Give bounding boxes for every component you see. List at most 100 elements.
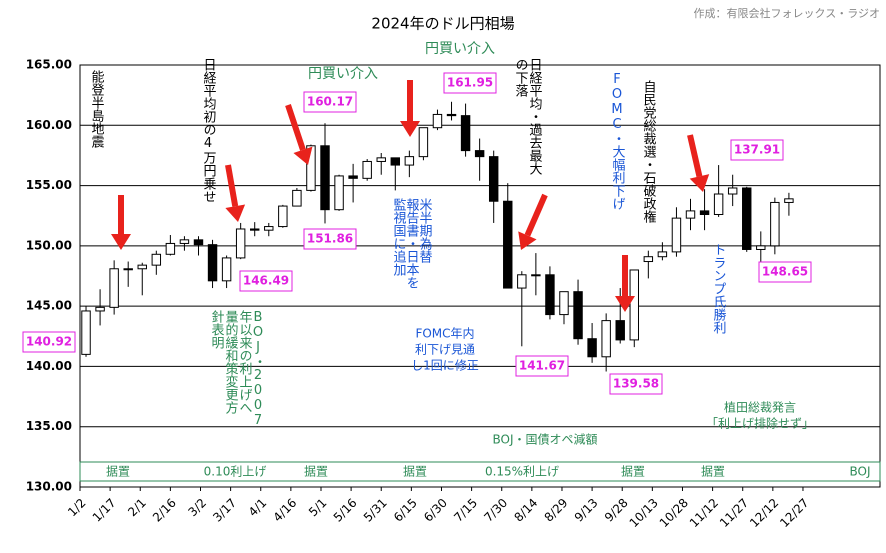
candle-body <box>123 268 133 271</box>
price-label-box <box>758 261 812 283</box>
annotation: 円買い介入 <box>308 66 378 82</box>
price-label: 151.86 <box>307 232 353 246</box>
price-label: 141.67 <box>519 359 565 373</box>
annotation: 植田総裁発言 <box>724 400 796 415</box>
candle-body <box>278 205 288 228</box>
boj-band-label: 据置 <box>403 465 427 479</box>
candle-body <box>390 157 401 166</box>
boj-band <box>79 461 881 482</box>
price-label: 140.92 <box>26 335 72 349</box>
x-tick-label: 7/15 <box>451 496 480 525</box>
candle-body <box>742 187 752 250</box>
candle-body <box>713 193 724 216</box>
candle-body <box>334 175 344 211</box>
candle-body <box>249 228 260 231</box>
price-label-box <box>239 270 293 292</box>
candle-body <box>376 157 386 162</box>
arrow-shaft <box>687 134 703 178</box>
arrow-head <box>518 231 537 250</box>
candle-body <box>193 239 204 246</box>
annotation: の下落 <box>513 58 529 97</box>
annotation: 量的緩和策変更方 <box>223 310 239 415</box>
candle-body <box>587 338 597 358</box>
x-tick-label: 2/16 <box>150 496 179 525</box>
annotation: 監視国に追加 <box>391 197 407 277</box>
x-tick-label: 5/1 <box>306 496 330 520</box>
candle-body <box>671 217 682 253</box>
arrow-head <box>689 174 710 192</box>
x-tick-label: 3/2 <box>186 496 210 520</box>
candle-body <box>573 291 583 340</box>
annotation: 報告書・日本を <box>404 198 420 289</box>
x-tick-label: 8/29 <box>542 496 571 525</box>
candle-body <box>643 256 654 263</box>
price-label-box <box>730 139 784 161</box>
candle-body <box>348 175 358 179</box>
candle-body <box>404 156 415 166</box>
candle-body <box>460 115 471 152</box>
arrow-shaft <box>225 164 239 207</box>
candle-body <box>235 228 246 259</box>
x-tick-label: 4/16 <box>271 496 300 525</box>
source: 作成：有限会社フォレックス・ラジオ <box>694 6 880 20</box>
annotation: し1回に修正 <box>411 358 479 373</box>
candle-body <box>770 201 780 247</box>
annotation: 能登半島地震 <box>89 70 105 149</box>
candle-body <box>531 274 541 277</box>
candle-body <box>517 274 527 289</box>
boj-band-label: 据置 <box>304 465 328 479</box>
annotation: 年以来の利上げへ <box>237 310 253 414</box>
candle-body <box>699 210 710 216</box>
arrow-head <box>615 296 635 312</box>
candle-body <box>615 320 625 341</box>
boj-band-label: 据置 <box>106 465 130 479</box>
y-tick-label: 135.00 <box>26 419 72 433</box>
candle-body <box>545 274 555 316</box>
x-tick-label: 5/31 <box>361 496 390 525</box>
candle-body <box>503 200 513 289</box>
y-tick-label: 155.00 <box>26 178 72 192</box>
x-tick-label: 1/2 <box>65 496 89 520</box>
price-label-box <box>609 373 663 395</box>
arrow-head <box>225 204 246 222</box>
candle-body <box>727 187 738 195</box>
candle-body <box>432 113 443 129</box>
annotation: 米半期為替 <box>417 198 433 263</box>
candle-body <box>320 145 330 211</box>
candle-body <box>784 198 794 203</box>
candle-body <box>151 253 162 266</box>
candle-body <box>292 189 302 207</box>
candle-body <box>559 291 569 316</box>
y-tick-label: 160.00 <box>26 118 72 132</box>
x-tick-label: 12/12 <box>747 496 781 530</box>
x-tick-label: 2/1 <box>125 496 149 520</box>
price-label: 160.17 <box>307 95 353 109</box>
price-label-box <box>303 91 357 113</box>
boj-band-label: BOJ <box>849 465 870 479</box>
candle-body <box>165 242 176 255</box>
x-tick-label: 8/14 <box>511 496 540 525</box>
price-label: 137.91 <box>734 143 780 157</box>
arrow-shaft <box>524 193 548 237</box>
x-tick-label: 7/30 <box>481 496 510 525</box>
x-tick-label: 5/16 <box>331 496 360 525</box>
x-tick-label: 3/17 <box>210 496 239 525</box>
price-label-box <box>515 355 569 377</box>
annotation: 自民党総裁選・石破政権 <box>641 80 657 224</box>
candle-body <box>137 264 147 270</box>
candle-body <box>306 145 316 191</box>
candle-body <box>474 150 485 158</box>
x-tick-label: 10/28 <box>657 496 691 530</box>
candle-body <box>95 306 105 312</box>
annotation: トランプ氏勝利 <box>711 243 727 334</box>
price-label: 139.58 <box>613 377 659 391</box>
price-label-box <box>22 331 76 353</box>
annotation: 「利上げ排除せず」 <box>706 416 814 431</box>
boj-band-label: 据置 <box>701 465 725 479</box>
candle-body <box>488 156 499 202</box>
y-tick-label: 130.00 <box>26 480 72 494</box>
annotation: 針表明 <box>209 310 225 350</box>
y-tick-label: 165.00 <box>26 58 72 72</box>
annotation: 円買い介入 <box>425 41 495 57</box>
candle-body <box>657 251 668 258</box>
